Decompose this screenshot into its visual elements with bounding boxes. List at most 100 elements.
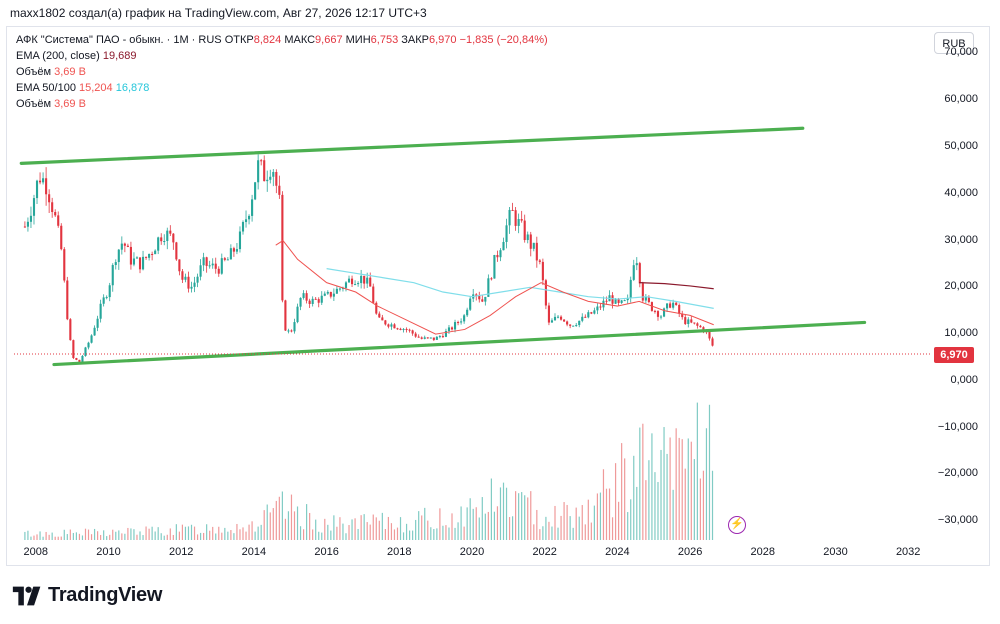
- volume-bar: [402, 532, 405, 540]
- candle-body: [247, 215, 251, 220]
- candle-body: [463, 315, 466, 322]
- candle-body: [78, 359, 81, 363]
- volume-bar: [657, 482, 659, 540]
- volume-bar: [57, 536, 59, 540]
- volume-bar: [260, 524, 262, 540]
- volume-bar: [511, 516, 514, 540]
- volume-bar: [496, 506, 499, 540]
- candle-body: [662, 308, 666, 317]
- candle-body: [132, 258, 136, 265]
- candle-body: [329, 291, 332, 297]
- candle-body: [202, 257, 205, 266]
- candle-body: [511, 209, 514, 211]
- candle-body: [42, 178, 45, 183]
- candle-body: [72, 340, 75, 359]
- volume-bar: [705, 428, 708, 540]
- candle-body: [641, 283, 644, 301]
- volume-bar: [357, 528, 359, 540]
- volume-bar: [460, 506, 462, 540]
- candle-body: [499, 250, 502, 258]
- volume-bar: [81, 535, 84, 540]
- change-value: −1,835 (−20,84%): [459, 34, 548, 46]
- volume-bar: [78, 533, 81, 540]
- volume-bar: [221, 532, 223, 540]
- candle-body: [166, 230, 169, 242]
- candle-body: [335, 288, 338, 294]
- candle-body: [587, 312, 590, 318]
- volume-bar: [172, 534, 174, 540]
- volume-bar: [336, 526, 338, 540]
- currency-button[interactable]: RUB: [934, 32, 974, 54]
- volume-bar: [448, 527, 450, 540]
- candle-body: [372, 286, 375, 303]
- volume-bar: [66, 534, 68, 540]
- volume-bar: [142, 535, 144, 540]
- candle-body: [181, 271, 184, 280]
- candle-body: [384, 320, 387, 325]
- volume-bar: [215, 533, 217, 540]
- volume-bar: [466, 507, 468, 540]
- volume-bar: [257, 526, 259, 540]
- candle-body: [414, 333, 417, 337]
- volume-bar: [157, 527, 159, 540]
- legend-ema200-row: EMA (200, close) 19,689: [16, 48, 548, 64]
- ema100-value: 16,878: [115, 82, 150, 94]
- candle-body: [420, 337, 423, 339]
- volume-bar: [75, 532, 77, 540]
- candle-body: [366, 277, 369, 284]
- chart-legend: АФК "Система" ПАО - обыкн. · 1M · RUS ОТ…: [16, 32, 548, 112]
- volume-bar: [306, 504, 308, 540]
- volume-bar: [103, 530, 105, 540]
- candle-body: [269, 176, 272, 180]
- volume-bar: [684, 468, 686, 540]
- y-tick-label: 0,000: [950, 373, 978, 386]
- volume-bar: [430, 527, 432, 540]
- volume-bar: [384, 528, 386, 540]
- candle-body: [290, 330, 293, 332]
- volume-bar: [627, 512, 629, 540]
- volume-bar: [396, 527, 399, 540]
- y-tick-label: 30,000: [944, 233, 978, 246]
- volume-bar: [127, 527, 129, 540]
- volume-bar: [36, 534, 38, 540]
- candle-body: [223, 258, 226, 260]
- candle-body: [96, 318, 99, 328]
- candle-body: [317, 299, 320, 303]
- candle-body: [478, 295, 481, 300]
- low-label: МИН: [345, 34, 371, 46]
- volume-bar: [87, 529, 90, 540]
- volume-bar: [97, 531, 99, 540]
- candle-body: [323, 293, 326, 296]
- lightning-icon[interactable]: ⚡: [728, 516, 746, 534]
- last-price-tag: 6,970: [934, 347, 974, 363]
- volume-bar: [112, 529, 114, 540]
- candle-body: [254, 182, 257, 200]
- volume-bar: [675, 428, 677, 540]
- candle-body: [656, 311, 660, 317]
- volume-bar: [399, 517, 402, 540]
- ema100-line: [326, 268, 714, 309]
- volume-bar: [63, 529, 65, 540]
- volume-bar: [693, 459, 695, 540]
- candle-body: [441, 336, 444, 338]
- volume-bar: [309, 512, 311, 540]
- candle-body: [581, 316, 584, 321]
- candle-body: [711, 338, 714, 346]
- volume-bar: [275, 500, 277, 540]
- volume-bar: [51, 532, 53, 540]
- candle-body: [38, 180, 42, 183]
- candle-body: [154, 250, 157, 255]
- volume-bar: [387, 516, 389, 540]
- candle-body: [114, 262, 117, 266]
- candle-body: [193, 282, 196, 287]
- candle-body: [354, 284, 357, 286]
- candle-body: [160, 237, 163, 242]
- volume-bar: [405, 523, 408, 540]
- x-tick-label: 2030: [823, 546, 848, 558]
- volume-bar: [572, 527, 574, 540]
- candle-body: [466, 309, 469, 316]
- volume-bar: [206, 524, 208, 540]
- chart-frame: [6, 26, 990, 566]
- candle-body: [617, 299, 620, 303]
